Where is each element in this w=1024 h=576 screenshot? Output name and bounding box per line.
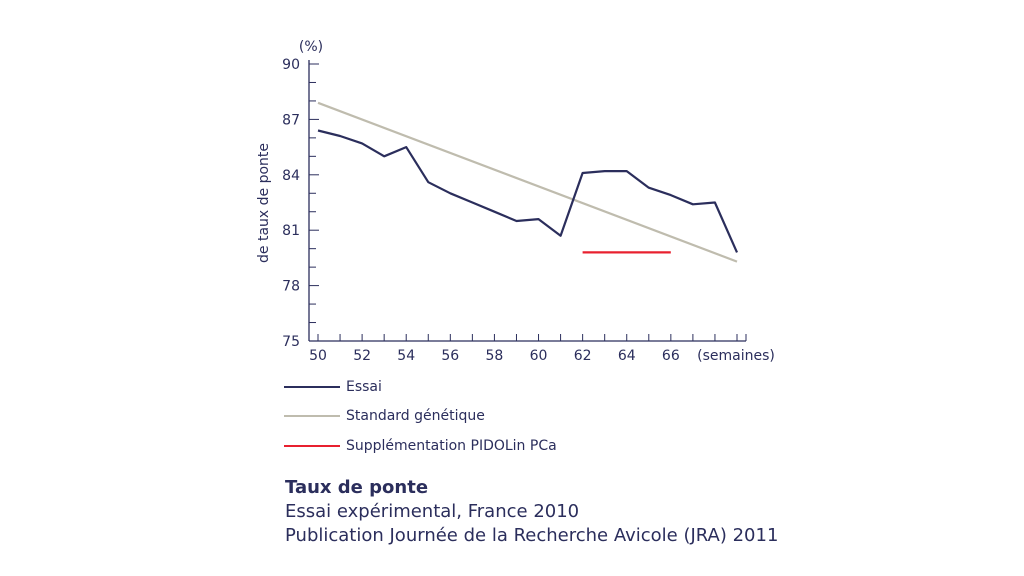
legend: Essai Standard génétique Supplémentation… xyxy=(284,372,557,461)
legend-label-essai: Essai xyxy=(346,378,382,395)
caption: Taux de ponte Essai expérimental, France… xyxy=(285,476,778,548)
x-tick-label: 58 xyxy=(486,348,504,364)
x-tick-label: 52 xyxy=(353,348,371,364)
x-tick-label: 60 xyxy=(530,348,548,364)
legend-item-essai: Essai xyxy=(284,372,557,402)
x-unit-label: (semaines) xyxy=(697,348,775,364)
x-tick-label: 62 xyxy=(574,348,592,364)
x-tick-label: 64 xyxy=(618,348,636,364)
legend-item-standard: Standard génétique xyxy=(284,402,557,432)
y-axis-title: de taux de ponte xyxy=(256,143,272,263)
y-tick-label: 84 xyxy=(282,168,300,184)
y-tick-label: 90 xyxy=(282,57,300,73)
legend-label-supplementation: Supplémentation PIDOLin PCa xyxy=(346,437,557,454)
x-tick-label: 54 xyxy=(397,348,415,364)
caption-line-1: Essai expérimental, France 2010 xyxy=(285,501,580,522)
y-axis: 75 78 81 84 87 90 xyxy=(282,57,319,350)
x-tick-label: 66 xyxy=(662,348,680,364)
caption-line-2: Publication Journée de la Recherche Avic… xyxy=(285,525,779,546)
legend-label-standard: Standard génétique xyxy=(346,408,485,425)
y-tick-label: 81 xyxy=(282,223,300,239)
caption-title: Taux de ponte xyxy=(285,477,429,498)
legend-swatch-supplementation xyxy=(284,444,340,447)
y-tick-label: 87 xyxy=(282,112,300,128)
x-tick-label: 56 xyxy=(441,348,459,364)
series-layer xyxy=(317,101,739,263)
x-axis: 50 52 54 56 58 60 62 64 66 xyxy=(309,334,747,364)
y-tick-label: 75 xyxy=(282,334,300,350)
series-line-essai xyxy=(317,129,739,253)
y-tick-label: 78 xyxy=(282,279,300,295)
legend-swatch-standard xyxy=(284,415,340,418)
series-line-standard-g-n-tique xyxy=(317,101,738,263)
legend-item-supplementation: Supplémentation PIDOLin PCa xyxy=(284,431,557,461)
x-tick-label: 50 xyxy=(309,348,327,364)
legend-swatch-essai xyxy=(284,385,340,388)
y-unit-label: (%) xyxy=(299,39,323,55)
